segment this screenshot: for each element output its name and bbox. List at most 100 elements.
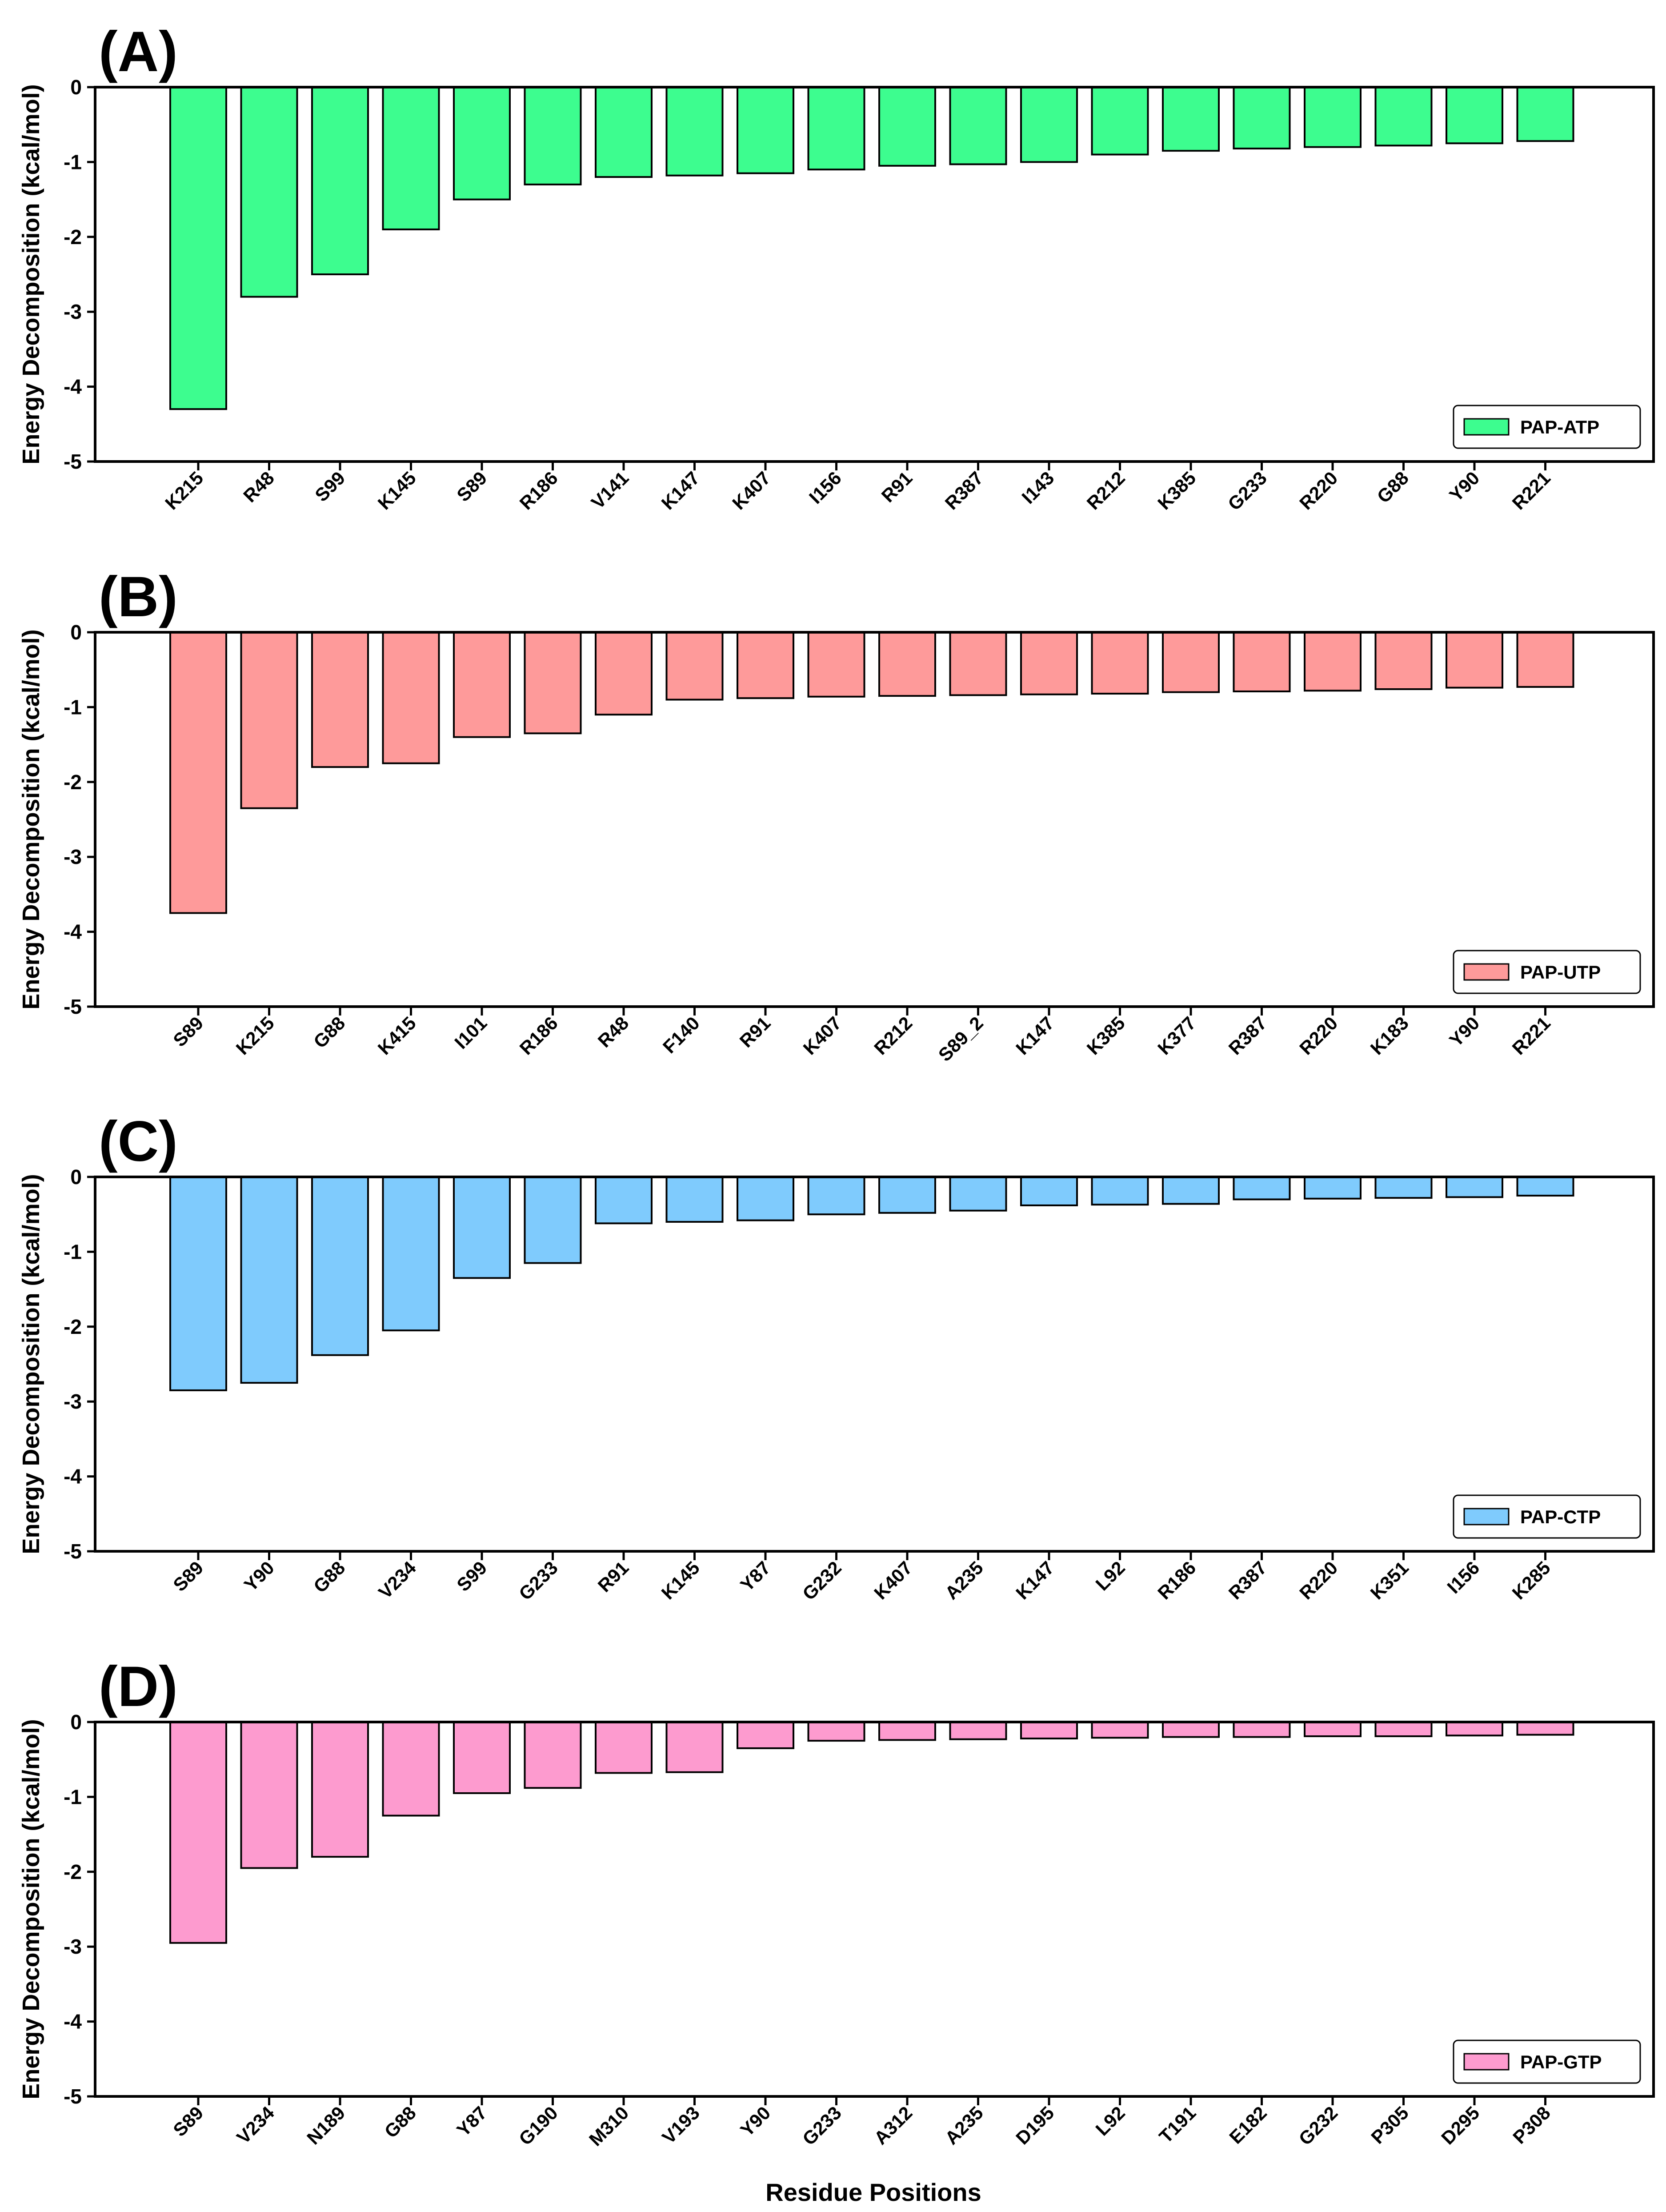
x-tick-label: K215 — [161, 467, 207, 514]
x-tick-label: R91 — [736, 1012, 775, 1052]
chart-panel-d: (D) Energy Decomposition (kcal/mol) 0 -1 -2 -… — [18, 1655, 1655, 2150]
x-tick-label: V193 — [658, 2102, 704, 2148]
bar-s89 — [169, 1721, 227, 1944]
x-axis-title: Residue Positions — [765, 2178, 981, 2206]
x-tick-label: K407 — [799, 1012, 845, 1059]
legend-box — [1453, 950, 1641, 994]
bar-s89 — [169, 1176, 227, 1391]
x-tick-label: R221 — [1508, 467, 1554, 514]
x-tick-label: F140 — [659, 1012, 704, 1057]
x-tick-label: R91 — [877, 467, 917, 506]
y-axis-title: Energy Decomposition (kcal/mol) — [18, 1719, 44, 2099]
x-tick-label: K407 — [728, 467, 774, 514]
x-tick-label: K385 — [1153, 467, 1200, 514]
x-tick-label: G88 — [309, 1012, 349, 1052]
x-tick-label: P305 — [1367, 2102, 1413, 2148]
bar-r220 — [1304, 86, 1362, 148]
x-tick-label: S89_2 — [934, 1012, 987, 1065]
x-tick-label: S89 — [453, 467, 491, 506]
legend-label: PAP-UTP — [1520, 962, 1601, 983]
bar-v234 — [382, 1176, 440, 1332]
y-tick-label: -5 — [64, 995, 82, 1018]
x-tick-label: V234 — [232, 2102, 278, 2148]
panel-label: (A) — [99, 20, 178, 84]
bar-p308 — [1516, 1721, 1574, 1736]
x-tick-label: R387 — [941, 467, 987, 514]
y-tick-label: -5 — [64, 1540, 82, 1563]
bar-v193 — [665, 1721, 724, 1773]
y-axis-title: Energy Decomposition (kcal/mol) — [18, 1174, 44, 1554]
bar-n189 — [311, 1721, 369, 1858]
bar-k147 — [665, 86, 724, 177]
x-tick-label: I143 — [1017, 467, 1058, 508]
x-tick-label: R212 — [1083, 467, 1129, 514]
bar-m310 — [595, 1721, 653, 1774]
bar-a235 — [949, 1176, 1007, 1212]
y-axis-title: Energy Decomposition (kcal/mol) — [18, 629, 44, 1009]
bar-k145 — [382, 86, 440, 230]
plot-frame — [94, 631, 1655, 1008]
y-tick-label: -4 — [64, 2010, 82, 2033]
x-tick-label: Y90 — [1445, 1012, 1483, 1051]
bar-r91 — [737, 631, 794, 699]
y-tick-label: -1 — [64, 1785, 82, 1808]
x-tick-label: A235 — [941, 2102, 987, 2148]
chart-panel-a: (A) Energy Decomposition (kcal/mol) 0 -1 -2 -… — [18, 20, 1655, 514]
bar-v141 — [595, 86, 653, 178]
legend-swatch — [1463, 1508, 1510, 1526]
x-tick-label: R387 — [1225, 1557, 1271, 1603]
x-tick-label: S99 — [453, 1557, 491, 1595]
bar-k407 — [807, 631, 865, 698]
legend-box — [1453, 2039, 1641, 2084]
bar-k351 — [1374, 1176, 1433, 1199]
bar-g88 — [311, 631, 369, 768]
y-tick-label: -3 — [64, 1935, 82, 1958]
bar-k147 — [1020, 631, 1078, 695]
x-tick-label: G232 — [798, 1557, 845, 1604]
x-tick-label: G233 — [515, 1557, 562, 1604]
bar-g233 — [807, 1721, 865, 1742]
bar-y90 — [240, 1176, 298, 1384]
bar-k147 — [1020, 1176, 1078, 1206]
y-tick-label: -1 — [64, 1240, 82, 1263]
x-tick-label: R186 — [516, 1012, 562, 1059]
y-tick-label: -5 — [64, 2085, 82, 2108]
y-tick-label: -2 — [64, 771, 82, 794]
bar-r387 — [1233, 631, 1291, 693]
x-tick-label: Y87 — [736, 1557, 774, 1595]
x-tick-label: G233 — [1224, 467, 1271, 514]
bar-d295 — [1446, 1721, 1503, 1737]
bar-i101 — [453, 631, 511, 738]
bar-f140 — [665, 631, 724, 701]
bar-k377 — [1162, 631, 1220, 693]
bar-k407 — [878, 1176, 936, 1214]
y-tick-label: -2 — [64, 1860, 82, 1883]
bar-r91 — [595, 1176, 653, 1224]
bar-r220 — [1304, 1176, 1362, 1200]
x-tick-label: K407 — [870, 1557, 916, 1603]
bar-r212 — [1091, 86, 1149, 156]
y-tick-label: -4 — [64, 375, 82, 398]
bar-k183 — [1374, 631, 1433, 690]
bar-y90 — [737, 1721, 794, 1749]
x-tick-label: E182 — [1225, 2102, 1271, 2148]
plot-frame — [94, 1176, 1655, 1553]
bar-k415 — [382, 631, 440, 764]
y-tick-label: -4 — [64, 920, 82, 943]
bar-r220 — [1304, 631, 1362, 692]
bar-g88 — [382, 1721, 440, 1817]
bar-r48 — [240, 86, 298, 298]
bar-v234 — [240, 1721, 298, 1869]
legend-label: PAP-ATP — [1520, 417, 1599, 438]
legend-box — [1453, 405, 1641, 449]
bar-i143 — [1020, 86, 1078, 163]
bar-s99 — [453, 1176, 511, 1279]
x-tick-label: M310 — [585, 2102, 633, 2150]
x-tick-label: R220 — [1295, 1557, 1342, 1603]
bar-r186 — [1162, 1176, 1220, 1205]
y-tick-label: 0 — [70, 621, 82, 644]
bar-g233 — [1233, 86, 1291, 150]
x-tick-label: Y90 — [1445, 467, 1483, 506]
plot-frame — [94, 86, 1655, 463]
bar-r91 — [878, 86, 936, 167]
